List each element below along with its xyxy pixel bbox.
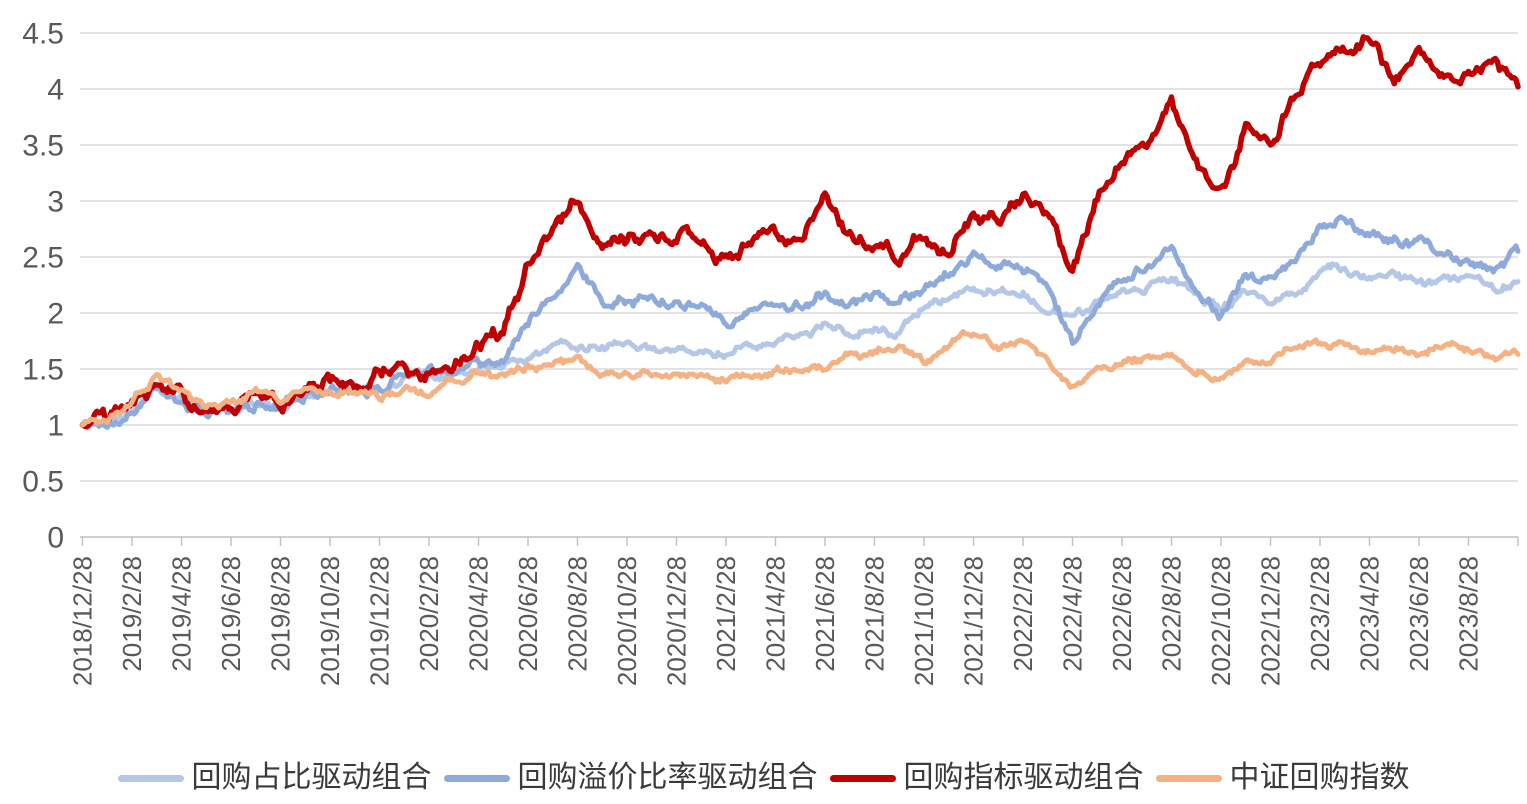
x-axis-label: 2021/2/28 [711,556,741,672]
legend-label-buyback-premium-ratio-driven-portfolio: 回购溢价比率驱动组合 [517,760,818,795]
legend-label-buyback-share-driven-portfolio: 回购占比驱动组合 [191,760,432,795]
x-axis [80,536,1519,546]
line-chart: 0 0.5 1 1.5 2 2.5 3 3.5 4 4.5 2018/12/28 2019/2/28 2… [22,18,1521,686]
x-axis-label: 2019/6/28 [216,556,246,672]
series-lines [79,34,1521,430]
y-axis-label: 3 [47,186,64,219]
x-axis-label: 2018/12/28 [68,556,98,686]
x-axis-label: 2019/4/28 [167,556,197,672]
x-axis-label: 2019/8/28 [266,556,296,672]
y-axis-labels: 0 0.5 1 1.5 2 2.5 3 3.5 4 4.5 [22,18,64,555]
legend-item-buyback-premium-ratio-driven-portfolio: 回购溢价比率驱动组合 [443,760,818,795]
legend-item-csi-buyback-index: 中证回购指数 [1155,760,1410,795]
x-axis-label: 2021/10/28 [909,556,939,686]
x-axis-label: 2022/10/28 [1206,556,1236,686]
x-axis-label: 2022/4/28 [1058,556,1088,672]
x-axis-label: 2019/2/28 [117,556,147,672]
x-axis-label: 2021/6/28 [810,556,840,672]
x-axis-label: 2023/2/28 [1305,556,1335,672]
series-line-buyback-indicator-driven-portfolio [79,34,1521,430]
legend-swatch-csi-buyback-index [1155,774,1222,782]
x-axis-label: 2021/8/28 [860,556,890,672]
x-axis-label: 2019/10/28 [315,556,345,686]
legend-swatch-buyback-indicator-driven-portfolio [829,774,896,782]
x-axis-label: 2023/4/28 [1355,556,1385,672]
y-axis-label: 2.5 [22,242,64,275]
y-axis-label: 4.5 [22,18,64,51]
y-axis-label: 0 [47,522,64,555]
x-axis-label: 2023/6/28 [1404,556,1434,672]
x-axis-label: 2020/8/28 [563,556,593,672]
y-axis-label: 0.5 [22,466,64,499]
x-axis-label: 2019/12/28 [365,556,395,686]
x-axis-label: 2023/8/28 [1454,556,1484,672]
x-axis-label: 2022/2/28 [1008,556,1038,672]
x-axis-label: 2021/12/28 [959,556,989,686]
legend-label-buyback-indicator-driven-portfolio: 回购指标驱动组合 [903,760,1144,795]
x-axis-label: 2020/6/28 [513,556,543,672]
chart-legend: 回购占比驱动组合 回购溢价比率驱动组合 回购指标驱动组合 中证回购指数 [0,756,1527,800]
x-axis-label: 2021/4/28 [761,556,791,672]
series-line-csi-buyback-index [80,329,1521,428]
legend-item-buyback-share-driven-portfolio: 回购占比驱动组合 [117,760,432,795]
y-axis-label: 3.5 [22,130,64,163]
gridlines [80,32,1518,482]
x-axis-label: 2022/8/28 [1157,556,1187,672]
y-axis-label: 1.5 [22,354,64,387]
y-axis-label: 4 [47,74,64,107]
y-axis-label: 1 [47,410,64,443]
y-axis-label: 2 [47,298,64,331]
x-axis-label: 2020/2/28 [414,556,444,672]
legend-label-csi-buyback-index: 中证回购指数 [1229,760,1410,795]
x-axis-label: 2020/4/28 [464,556,494,672]
legend-swatch-buyback-premium-ratio-driven-portfolio [443,774,510,782]
x-axis-label: 2022/12/28 [1256,556,1286,686]
legend-item-buyback-indicator-driven-portfolio: 回购指标驱动组合 [829,760,1144,795]
x-axis-label: 2020/10/28 [612,556,642,686]
x-axis-label: 2022/6/28 [1107,556,1137,672]
x-axis-label: 2020/12/28 [662,556,692,686]
legend-swatch-buyback-share-driven-portfolio [117,774,184,782]
x-axis-labels: 2018/12/28 2019/2/28 2019/4/28 2019/6/28 201… [68,556,1484,686]
